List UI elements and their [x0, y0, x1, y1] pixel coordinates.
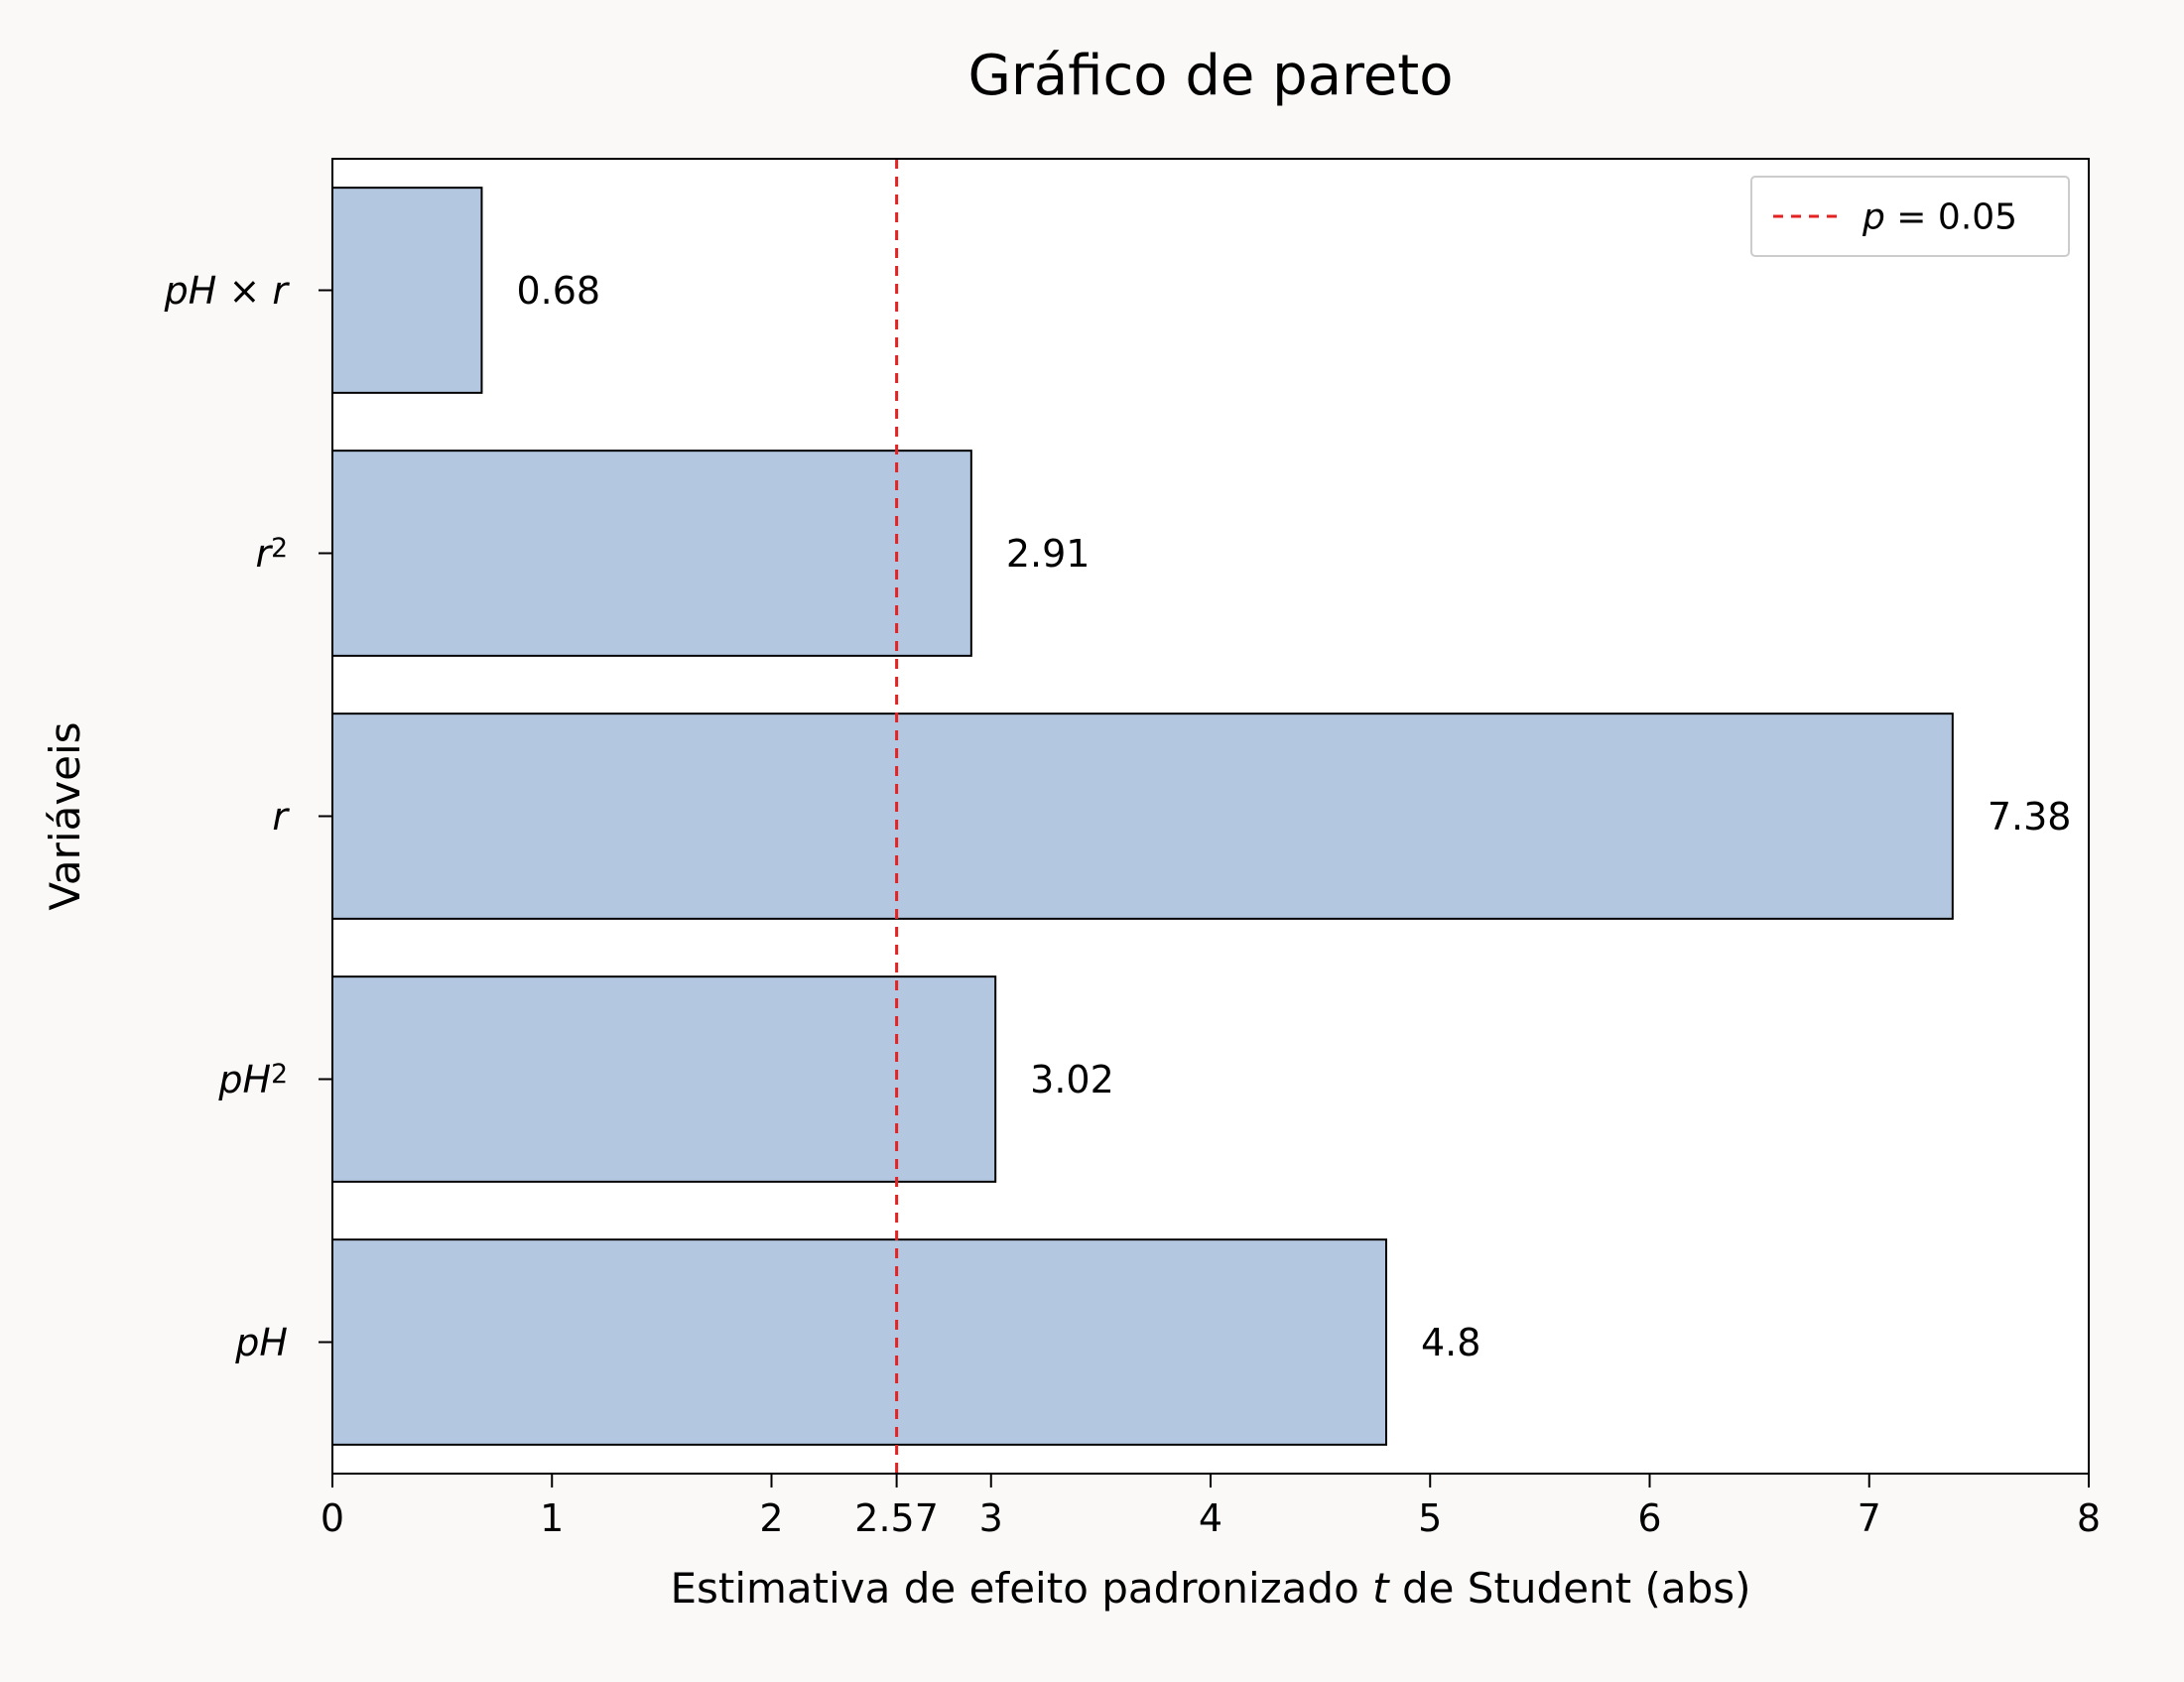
- bar-value-label: 4.8: [1421, 1321, 1480, 1364]
- y-tick-label: pH × r: [164, 269, 291, 313]
- bar-value-label: 3.02: [1030, 1058, 1114, 1101]
- x-tick-label: 8: [2077, 1496, 2101, 1540]
- x-axis-label: Estimativa de efeito padronizado t de St…: [670, 1564, 1750, 1613]
- x-tick-label: 6: [1637, 1496, 1661, 1540]
- legend-label: p = 0.05: [1862, 197, 2017, 238]
- bar: [332, 451, 971, 656]
- bar-value-label: 7.38: [1988, 795, 2072, 839]
- bar: [332, 188, 481, 393]
- chart-svg: Gráfico de pareto 4.8 pH 3.02 pH2 7.38 r 2.91 r2…: [0, 0, 2184, 1682]
- y-tick-label: r: [272, 795, 290, 839]
- y-tick-label: r2: [255, 532, 288, 576]
- x-tick-label: 1: [540, 1496, 564, 1540]
- bar-value-label: 0.68: [516, 269, 600, 313]
- x-tick-label: 2: [759, 1496, 783, 1540]
- bar-value-label: 2.91: [1006, 532, 1091, 576]
- pareto-chart: Gráfico de pareto 4.8 pH 3.02 pH2 7.38 r 2.91 r2…: [0, 0, 2184, 1682]
- x-tick-label: 5: [1418, 1496, 1442, 1540]
- x-tick-label: 2.57: [854, 1496, 939, 1540]
- x-tick-label: 4: [1199, 1496, 1222, 1540]
- y-tick-label: pH: [234, 1321, 288, 1364]
- x-tick-label: 3: [979, 1496, 1003, 1540]
- y-tick-label: pH2: [217, 1058, 288, 1101]
- bar: [332, 1239, 1386, 1445]
- chart-title: Gráfico de pareto: [968, 44, 1454, 108]
- bar: [332, 713, 1953, 919]
- x-tick-label: 0: [321, 1496, 344, 1540]
- y-axis-label: Variáveis: [41, 721, 89, 910]
- legend: p = 0.05: [1751, 177, 2069, 256]
- x-tick-label: 7: [1858, 1496, 1881, 1540]
